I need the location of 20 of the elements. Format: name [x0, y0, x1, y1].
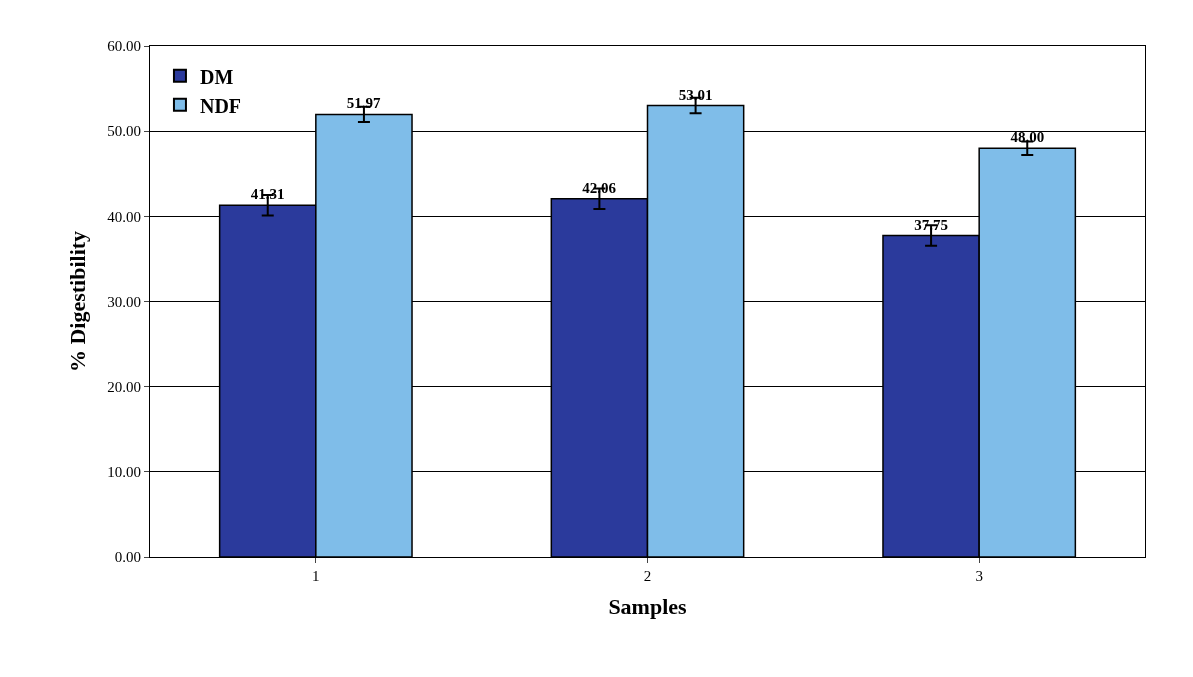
y-tick-label: 0.00 [114, 549, 141, 566]
text: 48.00 [1010, 129, 1045, 146]
y-tick-label: 20.00 [107, 378, 141, 395]
text: 41.31 [250, 186, 285, 203]
x-tick-label: 2 [643, 568, 652, 584]
legend-label: DM [199, 65, 234, 88]
y-tick-label: 40.00 [107, 208, 141, 225]
text: 37.75 [914, 216, 948, 233]
legend-label: NDF [199, 94, 242, 117]
y-tick-label: 10.00 [107, 464, 141, 481]
text: 53.01 [678, 86, 713, 103]
text: 42.06 [582, 179, 617, 196]
x-tick-label: 1 [312, 568, 320, 584]
x-tick-label: 3 [975, 568, 983, 584]
y-tick-label: 50.00 [107, 123, 141, 140]
x-axis-title: Samples [608, 593, 688, 619]
y-tick-label: 30.00 [107, 293, 141, 310]
text: 51.97 [346, 95, 381, 112]
y-axis-title: % Digestibility [65, 230, 91, 373]
y-tick-label: 60.00 [107, 38, 141, 55]
